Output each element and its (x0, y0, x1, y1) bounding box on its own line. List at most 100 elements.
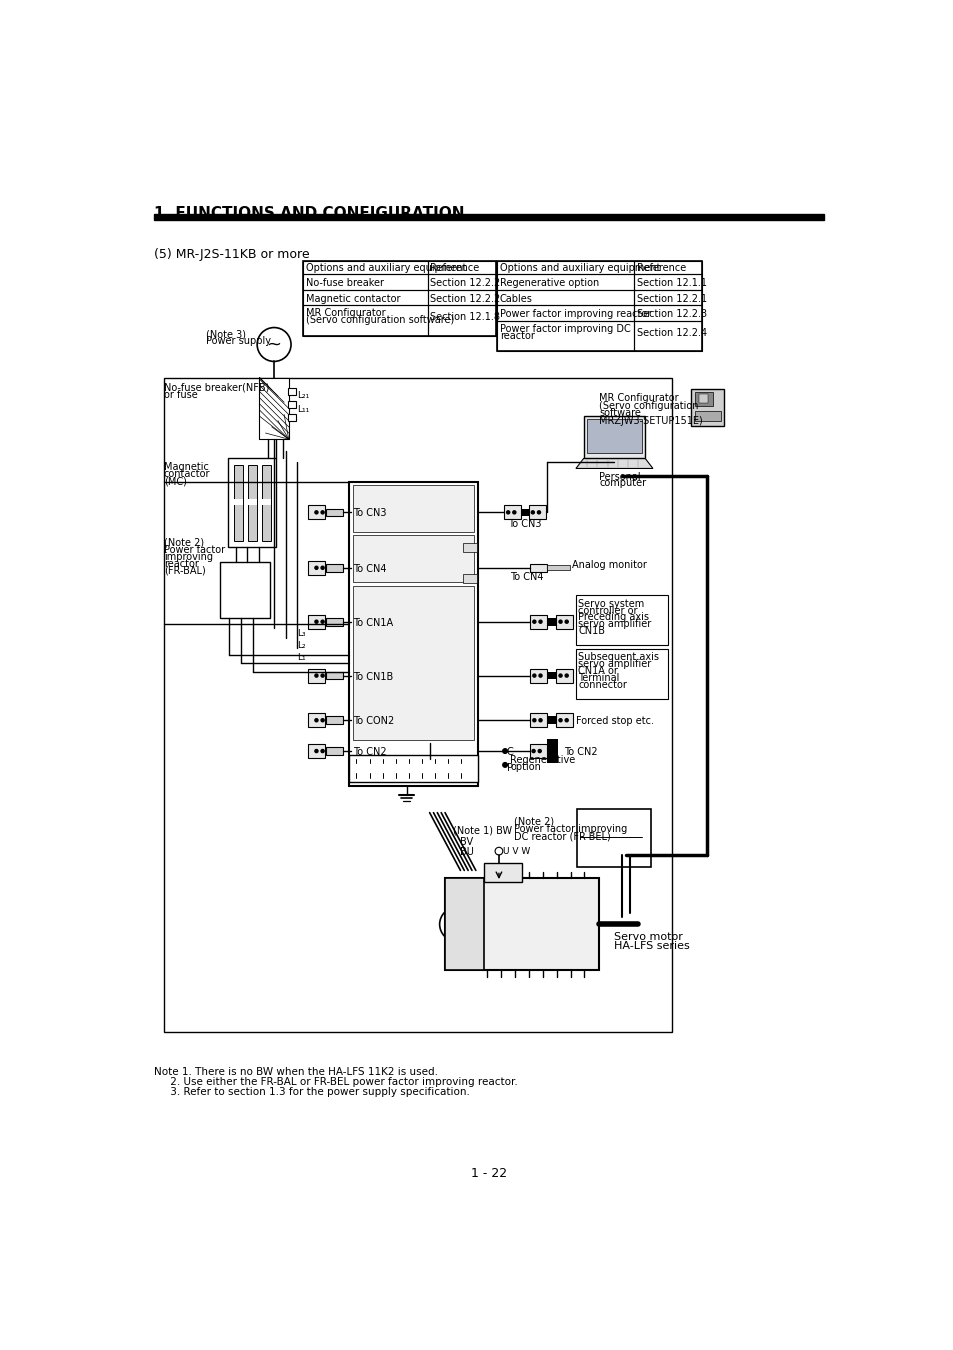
Bar (577, 809, 650, 867)
Bar (303, 274, 428, 290)
Circle shape (533, 718, 536, 722)
Text: HA-LFS series: HA-LFS series (614, 941, 689, 952)
Text: Power factor improving: Power factor improving (514, 825, 627, 834)
Bar (556, 614, 572, 629)
Bar (228, 459, 275, 547)
Circle shape (538, 674, 541, 678)
Text: Regenerative: Regenerative (510, 755, 575, 765)
Bar (529, 744, 546, 757)
Bar (529, 668, 546, 683)
Bar (303, 261, 428, 274)
Text: controller or: controller or (578, 606, 637, 616)
Bar (462, 574, 476, 583)
Circle shape (533, 620, 536, 624)
Text: No-fuse breaker(NFB): No-fuse breaker(NFB) (164, 382, 269, 393)
Bar (546, 618, 556, 625)
Circle shape (314, 510, 317, 514)
Text: Section 12.1.8: Section 12.1.8 (430, 312, 500, 323)
Text: To CN3: To CN3 (508, 518, 541, 528)
Bar (634, 261, 701, 274)
Bar (261, 464, 271, 541)
Bar (308, 668, 325, 683)
Circle shape (321, 674, 324, 678)
Text: ~: ~ (266, 336, 281, 354)
Bar (349, 755, 477, 782)
Bar (556, 713, 572, 728)
Text: Section 12.2.3: Section 12.2.3 (636, 309, 706, 319)
Text: (Note 2): (Note 2) (514, 817, 554, 826)
Bar (529, 614, 546, 629)
Bar (248, 464, 257, 541)
Circle shape (537, 749, 540, 752)
Bar (529, 713, 546, 728)
Circle shape (564, 718, 568, 722)
Text: computer: computer (598, 478, 645, 489)
Bar (546, 672, 556, 679)
Bar (497, 261, 634, 274)
Text: To CN2: To CN2 (564, 747, 598, 757)
Text: Power factor improving reactor: Power factor improving reactor (499, 309, 650, 319)
Text: Forced stop etc.: Forced stop etc. (576, 717, 653, 726)
Bar (259, 378, 289, 439)
Text: Magnetic contactor: Magnetic contactor (305, 294, 399, 304)
Text: Section 12.2.1: Section 12.2.1 (636, 294, 706, 304)
Bar (325, 564, 342, 571)
Bar (303, 261, 496, 336)
Circle shape (533, 674, 536, 678)
Bar (583, 416, 644, 459)
Bar (691, 389, 723, 427)
Bar (303, 290, 428, 305)
Text: Options and auxiliary equipment: Options and auxiliary equipment (305, 263, 466, 273)
Bar (261, 500, 271, 505)
Circle shape (538, 718, 541, 722)
Circle shape (558, 674, 561, 678)
Text: To CN2: To CN2 (353, 747, 386, 757)
Text: U V W: U V W (502, 846, 530, 856)
Bar (444, 878, 483, 971)
Circle shape (314, 620, 317, 624)
Circle shape (314, 718, 317, 722)
Circle shape (502, 763, 507, 767)
Bar (308, 713, 325, 728)
Bar (428, 274, 496, 290)
Text: 3. Refer to section 1.3 for the power supply specification.: 3. Refer to section 1.3 for the power su… (153, 1087, 470, 1096)
Text: Analog monitor: Analog monitor (572, 560, 646, 570)
Circle shape (321, 620, 324, 624)
Text: (Servo configuration: (Servo configuration (598, 401, 698, 410)
Text: Section 12.2.2: Section 12.2.2 (430, 278, 500, 289)
Bar (353, 586, 474, 740)
Bar (233, 464, 243, 541)
Bar (634, 320, 701, 351)
Bar (308, 614, 325, 629)
Text: Section 12.2.4: Section 12.2.4 (636, 328, 706, 338)
Text: (Note 1) BW: (Note 1) BW (453, 826, 512, 836)
Text: Section 12.1.1: Section 12.1.1 (636, 278, 706, 289)
Text: No-fuse breaker: No-fuse breaker (305, 278, 383, 289)
Bar (288, 387, 295, 396)
Text: (5) MR-J2S-11KB or more: (5) MR-J2S-11KB or more (153, 248, 310, 262)
Text: (Note 3): (Note 3) (206, 329, 246, 339)
Text: MR Configurator: MR Configurator (305, 308, 385, 319)
Text: Power factor improving DC: Power factor improving DC (499, 324, 630, 333)
Bar (576, 648, 668, 699)
Text: (MC): (MC) (164, 477, 187, 486)
Bar (325, 618, 342, 625)
Bar (303, 305, 428, 336)
Text: DC reactor (FR-BEL): DC reactor (FR-BEL) (514, 832, 611, 842)
Text: option: option (510, 761, 540, 772)
Text: Servo system: Servo system (578, 598, 644, 609)
Bar (353, 536, 474, 582)
Bar (634, 274, 701, 290)
Bar (497, 274, 634, 290)
Bar (164, 378, 672, 1033)
Bar (694, 393, 712, 406)
Bar (444, 878, 598, 971)
Bar (308, 744, 325, 757)
Bar (528, 505, 545, 520)
Bar (325, 717, 342, 724)
Bar (462, 543, 476, 552)
Text: reactor: reactor (164, 559, 198, 568)
Text: Terminal: Terminal (578, 674, 618, 683)
Text: CN1B: CN1B (578, 626, 604, 636)
Bar (325, 747, 342, 755)
